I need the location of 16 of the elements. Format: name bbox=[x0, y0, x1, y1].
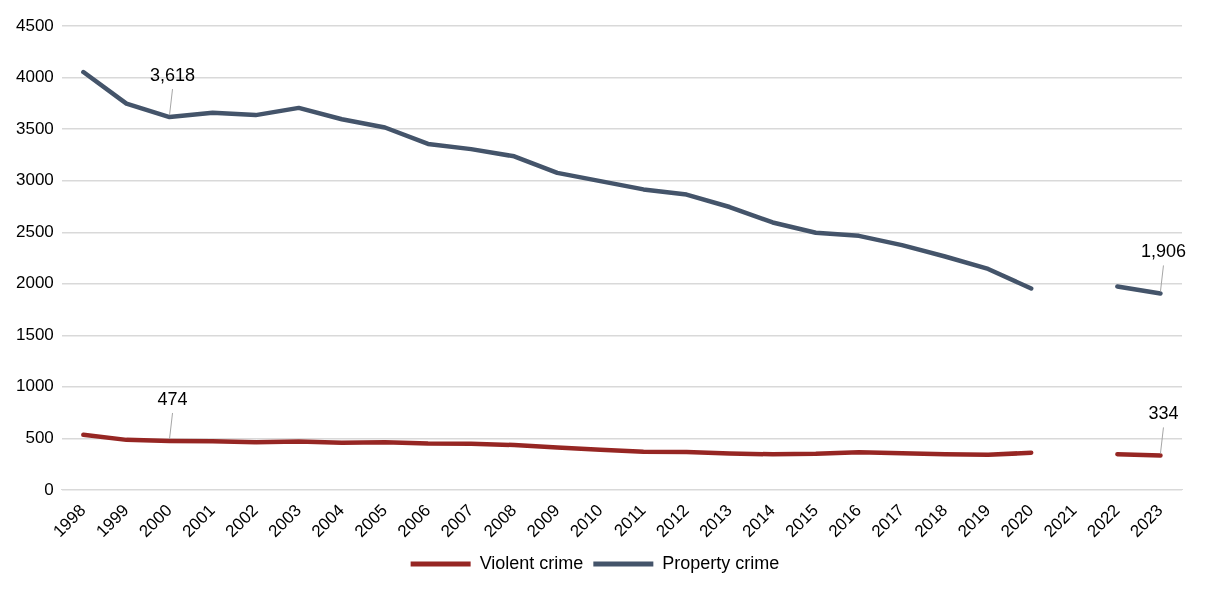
legend-label: Violent crime bbox=[479, 552, 584, 573]
y-tick-label: 1000 bbox=[15, 376, 54, 396]
y-tick-label: 4000 bbox=[15, 67, 54, 87]
y-tick-label: 1500 bbox=[15, 324, 54, 344]
y-tick-label: 3500 bbox=[15, 118, 54, 138]
y-tick-label: 4500 bbox=[15, 15, 54, 35]
y-tick-label: 500 bbox=[25, 428, 54, 448]
y-tick-label: 0 bbox=[44, 479, 54, 499]
y-tick-label: 2500 bbox=[15, 221, 54, 241]
y-tick-label: 3000 bbox=[15, 170, 54, 190]
data-label: 3,618 bbox=[150, 65, 196, 86]
data-label: 1,906 bbox=[1140, 241, 1186, 262]
legend-label: Property crime bbox=[662, 552, 780, 573]
y-tick-label: 2000 bbox=[15, 273, 54, 293]
data-label: 474 bbox=[157, 388, 188, 409]
data-label: 334 bbox=[1148, 403, 1179, 424]
